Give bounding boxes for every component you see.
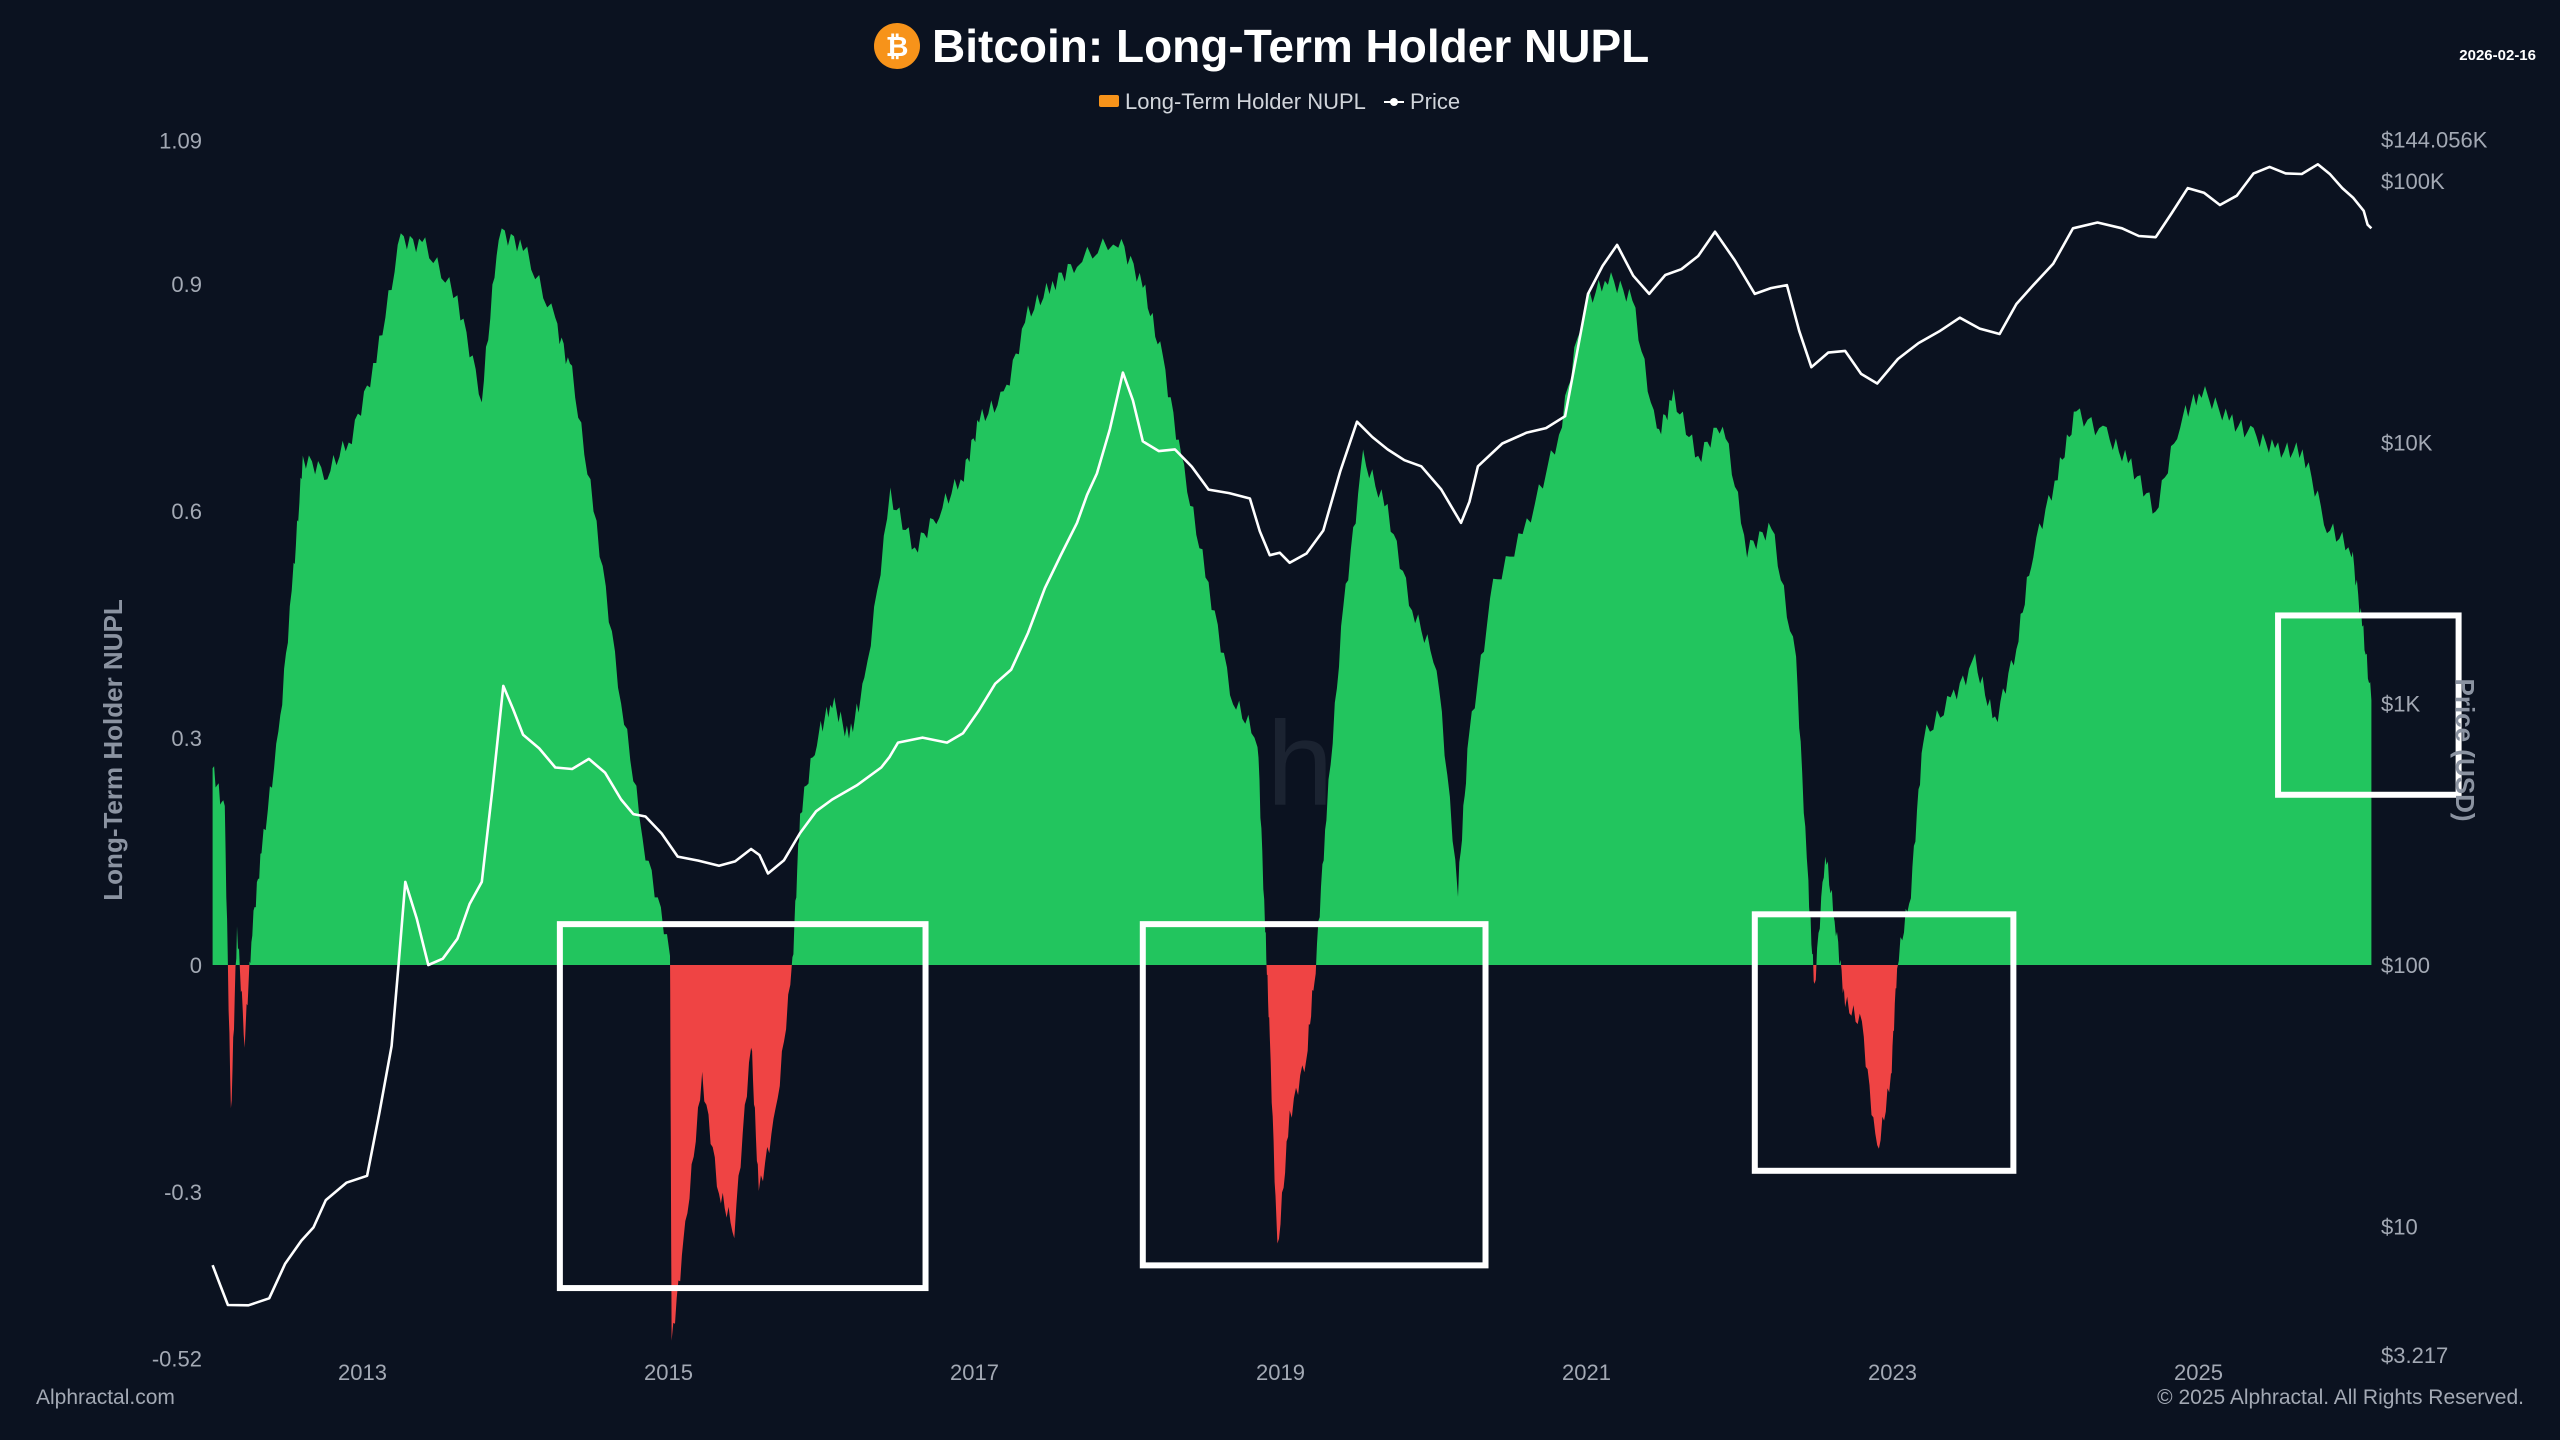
- y2-tick-label: $10K: [2381, 430, 2433, 455]
- x-tick-label: 2023: [1868, 1360, 1917, 1385]
- x-tick-label: 2025: [2174, 1360, 2223, 1385]
- plot-area: [211, 163, 2462, 1341]
- nupl-area-negative: [212, 965, 2372, 1341]
- chart-title: Bitcoin: Long-Term Holder NUPL: [932, 20, 1649, 72]
- y2-tick-label: $144.056K: [2381, 128, 2488, 153]
- legend-label-price[interactable]: Price: [1410, 89, 1460, 114]
- x-tick-label: 2013: [338, 1360, 387, 1385]
- y2-tick-label: $3.217: [2381, 1343, 2448, 1368]
- y-tick-label: 0.6: [171, 499, 202, 524]
- y-tick-label: 0.9: [171, 272, 202, 297]
- svg-text:₿: ₿: [886, 30, 909, 63]
- y-tick-label: -0.3: [164, 1180, 202, 1205]
- chart-date: 2026-02-16: [2459, 47, 2536, 64]
- bitcoin-icon: ₿: [874, 23, 920, 69]
- annotation-boxes: [556, 612, 2462, 1292]
- watermark-logo: h: [1267, 697, 1334, 831]
- left-axis-title: Long-Term Holder NUPL: [98, 599, 128, 901]
- right-axis-ticks: $144.056K $100K $10K $1K $100 $10 $3.217: [2381, 128, 2488, 1368]
- y-tick-label: 1.09: [159, 128, 202, 153]
- annotation-box-3: [1751, 911, 2017, 1174]
- legend-label-nupl[interactable]: Long-Term Holder NUPL: [1125, 89, 1366, 114]
- x-tick-label: 2017: [950, 1360, 999, 1385]
- price-line: [211, 163, 2373, 1307]
- y-tick-label: 0: [190, 953, 202, 978]
- nupl-area-positive: [212, 228, 2372, 965]
- y-tick-label: -0.52: [152, 1346, 202, 1371]
- right-axis-title: Price (USD): [2450, 678, 2480, 821]
- y2-tick-label: $100K: [2381, 169, 2445, 194]
- x-tick-label: 2021: [1562, 1360, 1611, 1385]
- legend-marker-price: [1384, 98, 1404, 106]
- y2-tick-label: $1K: [2381, 692, 2420, 717]
- x-axis-ticks: 2013 2015 2017 2019 2021 2023 2025: [338, 1360, 2223, 1385]
- legend[interactable]: Long-Term Holder NUPL Price: [1099, 89, 1460, 114]
- footer-copyright: © 2025 Alphractal. All Rights Reserved.: [2157, 1386, 2524, 1409]
- legend-swatch-nupl: [1099, 95, 1119, 107]
- y2-tick-label: $10: [2381, 1214, 2418, 1239]
- x-tick-label: 2019: [1256, 1360, 1305, 1385]
- annotation-box-2: [1139, 921, 1489, 1269]
- left-axis-ticks: 1.09 0.9 0.6 0.3 0 -0.3 -0.52: [152, 128, 202, 1371]
- annotation-box-1: [556, 921, 929, 1292]
- x-tick-label: 2015: [644, 1360, 693, 1385]
- chart-header: ₿ Bitcoin: Long-Term Holder NUPL 2026-02…: [874, 20, 2536, 72]
- footer-site[interactable]: Alphractal.com: [36, 1386, 175, 1409]
- y-tick-label: 0.3: [171, 726, 202, 751]
- y2-tick-label: $100: [2381, 953, 2430, 978]
- annotation-box-4: [2275, 612, 2462, 798]
